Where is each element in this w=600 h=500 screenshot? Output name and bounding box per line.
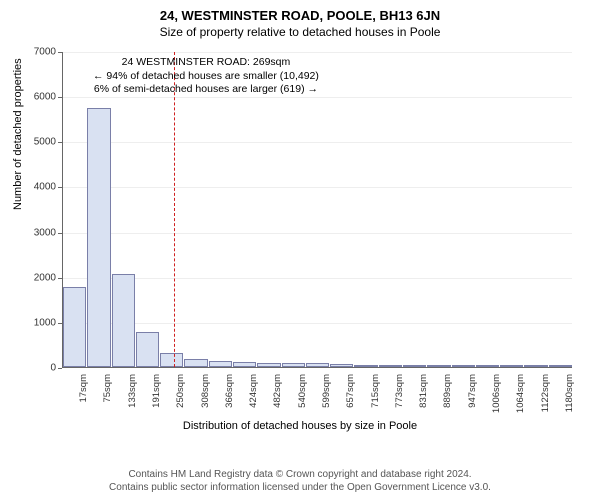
x-tick-label: 424sqm xyxy=(248,374,259,408)
histogram-bar xyxy=(427,365,450,367)
x-tick-label: 17sqm xyxy=(78,374,89,403)
x-tick-label: 599sqm xyxy=(321,374,332,408)
marker-line xyxy=(174,52,175,367)
gridline xyxy=(63,187,572,188)
histogram-bar xyxy=(354,365,377,367)
y-tick-label: 1000 xyxy=(16,317,56,328)
histogram-bar xyxy=(136,332,159,367)
histogram-bar xyxy=(209,361,232,367)
x-tick-label: 1180sqm xyxy=(564,374,575,412)
annotation-box: 24 WESTMINSTER ROAD: 269sqm ← 94% of det… xyxy=(93,56,319,97)
x-tick-label: 482sqm xyxy=(272,374,283,408)
y-tick-mark xyxy=(58,52,62,53)
gridline xyxy=(63,142,572,143)
gridline xyxy=(63,233,572,234)
histogram-bar xyxy=(452,365,475,367)
y-tick-mark xyxy=(58,323,62,324)
page-title: 24, WESTMINSTER ROAD, POOLE, BH13 6JN xyxy=(0,0,600,23)
y-tick-label: 0 xyxy=(16,363,56,374)
x-tick-label: 889sqm xyxy=(442,374,453,408)
y-tick-mark xyxy=(58,368,62,369)
x-tick-label: 1064sqm xyxy=(515,374,526,413)
footer-line2: Contains public sector information licen… xyxy=(0,481,600,494)
x-tick-label: 540sqm xyxy=(297,374,308,408)
x-tick-label: 1006sqm xyxy=(491,374,502,413)
footer-line1: Contains HM Land Registry data © Crown c… xyxy=(0,468,600,481)
plot-area: 24 WESTMINSTER ROAD: 269sqm ← 94% of det… xyxy=(62,52,572,368)
y-tick-label: 3000 xyxy=(16,227,56,238)
y-tick-label: 4000 xyxy=(16,182,56,193)
x-tick-label: 947sqm xyxy=(467,374,478,408)
histogram-bar xyxy=(476,365,499,367)
gridline xyxy=(63,323,572,324)
y-tick-label: 7000 xyxy=(16,47,56,58)
x-axis-label: Distribution of detached houses by size … xyxy=(0,420,600,432)
histogram-bar xyxy=(403,365,426,367)
gridline xyxy=(63,278,572,279)
histogram-bar xyxy=(112,274,135,367)
y-tick-mark xyxy=(58,142,62,143)
histogram-bar xyxy=(87,108,110,367)
chart-area: Number of detached properties 24 WESTMIN… xyxy=(0,42,600,442)
histogram-bar xyxy=(524,365,547,367)
x-tick-label: 133sqm xyxy=(127,374,138,408)
y-tick-mark xyxy=(58,187,62,188)
annotation-line3: 6% of semi-detached houses are larger (6… xyxy=(93,83,319,97)
histogram-bar xyxy=(184,359,207,367)
x-tick-label: 250sqm xyxy=(175,374,186,408)
y-tick-label: 6000 xyxy=(16,92,56,103)
x-tick-label: 1122sqm xyxy=(540,374,551,412)
x-tick-label: 715sqm xyxy=(370,374,381,408)
x-tick-label: 191sqm xyxy=(151,374,162,408)
x-tick-label: 657sqm xyxy=(345,374,356,408)
y-tick-mark xyxy=(58,278,62,279)
x-tick-label: 831sqm xyxy=(418,374,429,408)
histogram-bar xyxy=(160,353,183,367)
histogram-bar xyxy=(379,365,402,367)
histogram-bar xyxy=(549,365,572,367)
y-tick-label: 5000 xyxy=(16,137,56,148)
histogram-bar xyxy=(63,287,86,367)
x-tick-label: 366sqm xyxy=(224,374,235,408)
gridline xyxy=(63,52,572,53)
x-tick-label: 773sqm xyxy=(394,374,405,408)
histogram-bar xyxy=(500,365,523,367)
annotation-line1: 24 WESTMINSTER ROAD: 269sqm xyxy=(93,56,319,70)
histogram-bar xyxy=(257,363,280,368)
histogram-bar xyxy=(282,363,305,367)
histogram-bar xyxy=(233,362,256,367)
y-tick-mark xyxy=(58,233,62,234)
gridline xyxy=(63,97,572,98)
histogram-bar xyxy=(330,364,353,367)
histogram-bar xyxy=(306,363,329,367)
annotation-line2: ← 94% of detached houses are smaller (10… xyxy=(93,70,319,84)
footer: Contains HM Land Registry data © Crown c… xyxy=(0,468,600,494)
x-tick-label: 75sqm xyxy=(102,374,113,403)
y-tick-label: 2000 xyxy=(16,272,56,283)
y-tick-mark xyxy=(58,97,62,98)
x-tick-label: 308sqm xyxy=(200,374,211,408)
